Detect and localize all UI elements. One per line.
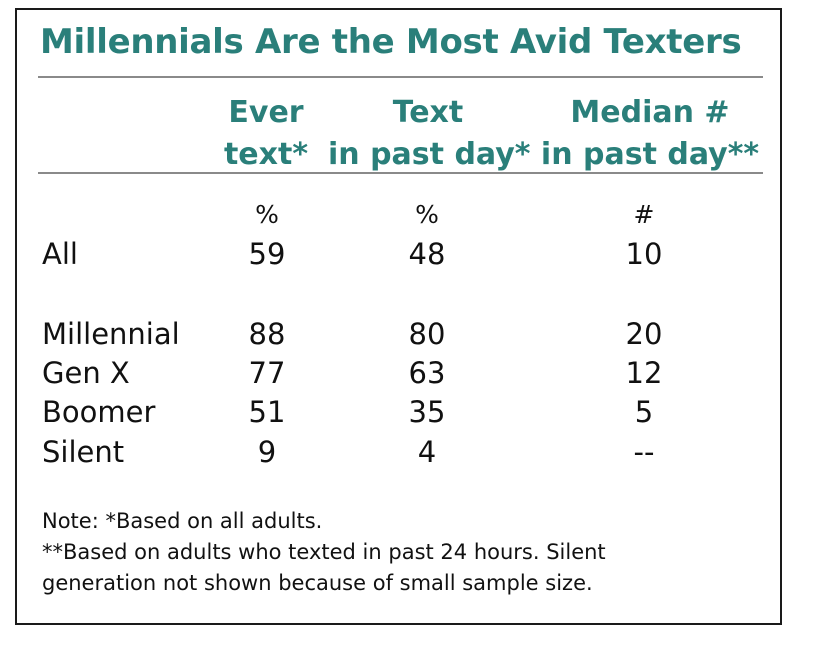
row-label: Silent (42, 435, 125, 469)
note-line: **Based on adults who texted in past 24 … (42, 540, 606, 564)
table-cell: 5 (634, 395, 654, 429)
column-header-line: text* (223, 137, 309, 172)
table-cell: 12 (625, 356, 663, 390)
column-header-line: Text (392, 95, 464, 130)
table-cell: 59 (248, 237, 286, 271)
table-cell: 35 (408, 395, 446, 429)
column-header-median-past-day: Median # in past day** (540, 92, 760, 176)
table-cell: 48 (408, 237, 446, 271)
table-cell: 63 (408, 356, 446, 390)
column-header-line: in past day* (328, 137, 531, 172)
note-line: generation not shown because of small sa… (42, 571, 593, 595)
table-cell: 10 (625, 237, 663, 271)
table-cell: 9 (257, 435, 277, 469)
title-rule (38, 76, 763, 78)
row-label: Boomer (42, 395, 156, 429)
row-label: Gen X (42, 356, 130, 390)
table-cell: 77 (248, 356, 286, 390)
row-label: Millennial (42, 317, 180, 351)
row-label: All (42, 237, 78, 271)
table-cell: 88 (248, 317, 286, 351)
unit-label-median: # (633, 200, 655, 229)
note-line: Note: *Based on all adults. (42, 509, 323, 533)
chart-title: Millennials Are the Most Avid Texters (40, 22, 742, 62)
unit-label-ever-text: % (255, 200, 279, 229)
table-cell: -- (633, 435, 655, 469)
table-cell: 51 (248, 395, 286, 429)
column-header-line: Median # (570, 95, 730, 130)
header-rule (38, 172, 763, 174)
column-header-line: Ever (228, 95, 304, 130)
column-header-ever-text: Ever text* (207, 92, 325, 176)
unit-label-text-past-day: % (415, 200, 439, 229)
table-cell: 4 (417, 435, 437, 469)
chart-frame (15, 8, 782, 625)
column-header-line: in past day** (540, 137, 760, 172)
table-cell: 20 (625, 317, 663, 351)
column-header-text-past-day: Text in past day* (328, 92, 531, 176)
table-cell: 80 (408, 317, 446, 351)
